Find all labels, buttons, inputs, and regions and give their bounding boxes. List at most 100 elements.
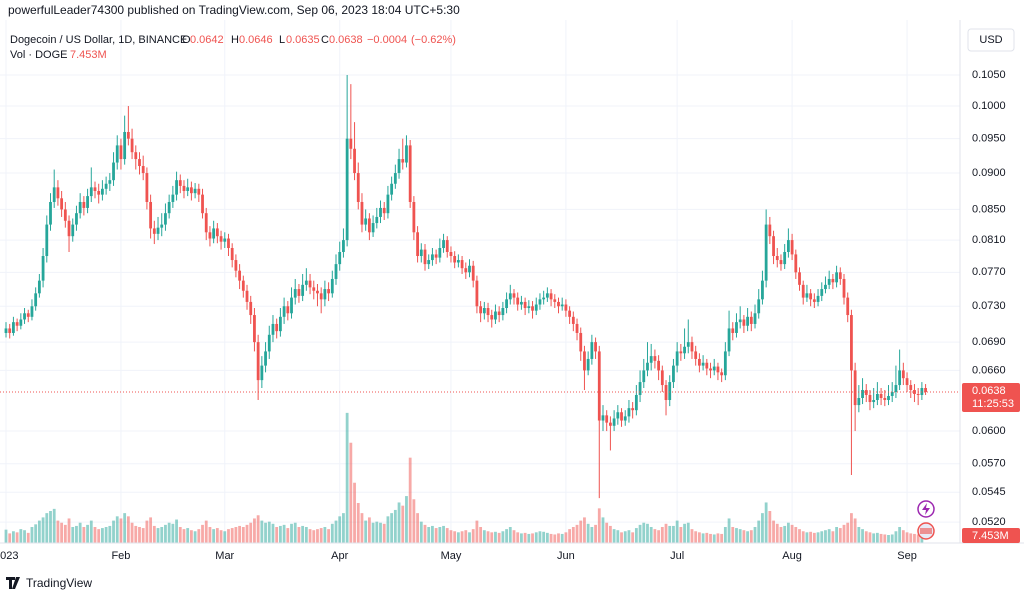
candle-body (579, 332, 583, 352)
countdown: 11:25:53 (972, 398, 1014, 410)
brand-logo (6, 577, 20, 589)
candle-body (193, 188, 197, 194)
volume-bar (108, 525, 112, 543)
candle-body (449, 251, 453, 257)
volume-bar (212, 529, 216, 543)
ohlc-legend-key: O (182, 34, 191, 46)
candle-body (423, 249, 427, 265)
volume-bar (60, 522, 64, 543)
candle-body (112, 162, 115, 181)
y-tick-label: 0.0690 (972, 336, 1006, 348)
candle-body (464, 268, 468, 273)
volume-bar (349, 442, 353, 543)
x-tick-label: Sep (897, 550, 917, 562)
candle-body (41, 256, 45, 281)
volume-bar (419, 521, 423, 543)
volume-bar (764, 502, 768, 543)
volume-bar (505, 529, 508, 543)
candle-body (271, 323, 275, 335)
candle-body (497, 311, 501, 316)
volume-bar (412, 499, 416, 543)
candle-body (768, 224, 772, 237)
volume-bar (786, 522, 790, 543)
candle-body (223, 238, 227, 242)
volume-bar (190, 530, 193, 543)
volume-bar (805, 532, 809, 543)
volume-bar (538, 531, 542, 543)
currency-button-label[interactable]: USD (979, 34, 1002, 46)
candle-body (182, 185, 186, 191)
volume-bar (901, 530, 905, 543)
candle-body (772, 236, 775, 257)
candle-body (60, 198, 64, 210)
volume-bar (345, 412, 349, 543)
volume-value: 7.453M (70, 49, 107, 61)
candle-body (764, 224, 768, 281)
volume-bar (253, 518, 256, 543)
volume-bar (482, 530, 486, 543)
candle-body (783, 251, 787, 265)
volume-bar (846, 522, 850, 543)
candle-body (71, 224, 75, 237)
candle-body (583, 351, 586, 371)
candle-body (212, 228, 216, 239)
y-tick-label: 0.0600 (972, 425, 1006, 437)
candle-body (316, 290, 319, 294)
volume-bar (290, 523, 293, 543)
candle-body (379, 207, 382, 217)
candle-body (779, 260, 783, 265)
candle-body (386, 194, 390, 214)
volume-bar (720, 533, 724, 543)
volume-bar (749, 530, 753, 543)
volume-bar (330, 523, 334, 543)
volume-bar (827, 529, 831, 543)
candle-body (620, 412, 623, 421)
volume-bar (371, 522, 375, 543)
x-tick-label: 2023 (0, 550, 18, 562)
volume-bar (312, 530, 316, 543)
candle-body (204, 213, 208, 233)
volume-bar (609, 525, 612, 543)
candle-body (586, 358, 590, 371)
volume-bar (501, 531, 505, 543)
volume-bar (367, 517, 371, 543)
volume-bar (534, 532, 538, 543)
axes: 0.0520 0.0545 0.0570 0.0600 0.0660 0.0690 0.07… (0, 69, 1020, 562)
volume-bar (316, 529, 319, 543)
volume-bar (594, 524, 597, 543)
volume-bar (672, 525, 675, 543)
volume-bar (241, 527, 245, 543)
volume-bar (649, 527, 653, 543)
candle-body (824, 284, 827, 290)
volume-bar (838, 528, 842, 543)
volume-bar (916, 534, 920, 543)
grid (0, 20, 960, 543)
candle-body (853, 370, 857, 406)
volume-bar (115, 516, 119, 543)
volume-bar (597, 508, 601, 543)
candle-body (342, 240, 345, 252)
candle-body (130, 138, 134, 153)
volume-bar (234, 527, 238, 543)
candle-body (445, 240, 449, 252)
volume-bar (86, 524, 89, 543)
volume-bar (798, 529, 801, 543)
volume-bar (379, 522, 382, 543)
volume-bar (356, 503, 360, 543)
candle-body (786, 240, 790, 252)
volume-bar (831, 531, 835, 543)
candle-body (468, 265, 471, 273)
volume-bar (327, 529, 330, 543)
volume-bar (30, 527, 34, 543)
currency-button[interactable] (967, 28, 1015, 52)
volume-bar (657, 530, 661, 543)
candle-body (850, 315, 853, 371)
candle-body (794, 254, 798, 273)
volume-bar (304, 527, 308, 543)
candle-body (709, 368, 712, 371)
candle-body (338, 251, 342, 265)
candle-body (312, 287, 316, 291)
ohlc-legend-value: 0.0635 (286, 34, 320, 46)
candle-body (34, 293, 38, 307)
candle-body (75, 213, 78, 225)
